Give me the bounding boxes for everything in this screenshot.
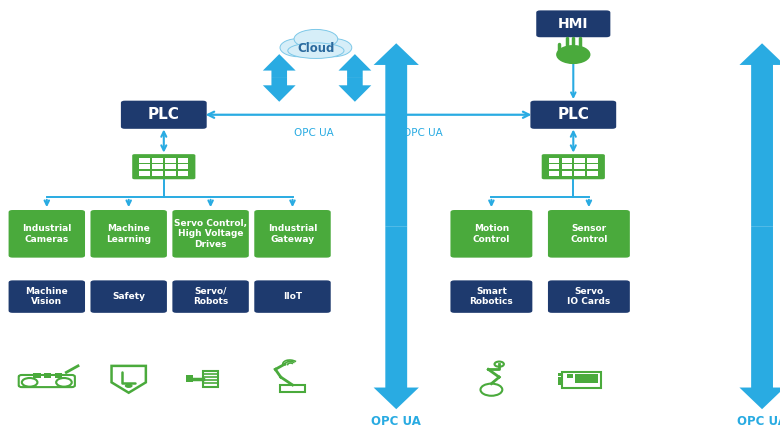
Bar — [178, 158, 189, 163]
Bar — [562, 372, 601, 388]
FancyBboxPatch shape — [90, 281, 167, 313]
Text: Machine
Learning: Machine Learning — [106, 224, 151, 244]
Text: OPC UA: OPC UA — [371, 415, 421, 428]
Circle shape — [556, 45, 590, 64]
Text: IIoT: IIoT — [283, 292, 302, 301]
Bar — [139, 171, 150, 176]
Bar — [139, 164, 150, 169]
Text: Safety: Safety — [112, 292, 145, 301]
FancyBboxPatch shape — [451, 210, 532, 258]
Text: Machine
Vision: Machine Vision — [26, 287, 68, 307]
Bar — [55, 373, 62, 378]
Bar — [152, 164, 163, 169]
Text: PLC: PLC — [558, 107, 589, 122]
Text: Motion
Control: Motion Control — [473, 224, 510, 244]
Bar — [574, 171, 585, 176]
FancyBboxPatch shape — [132, 154, 195, 179]
Text: Industrial
Cameras: Industrial Cameras — [22, 224, 72, 244]
Bar — [178, 164, 189, 169]
Bar — [558, 377, 562, 381]
Bar — [165, 158, 176, 163]
Bar — [165, 164, 176, 169]
FancyBboxPatch shape — [172, 210, 249, 258]
Bar — [558, 373, 562, 376]
FancyBboxPatch shape — [548, 210, 630, 258]
Bar — [574, 158, 585, 163]
Ellipse shape — [288, 43, 344, 58]
FancyArrow shape — [339, 78, 371, 102]
FancyArrow shape — [263, 54, 296, 78]
Bar — [549, 171, 559, 176]
Bar — [587, 164, 597, 169]
Bar — [186, 375, 193, 382]
Ellipse shape — [314, 39, 352, 57]
FancyBboxPatch shape — [530, 100, 616, 129]
Text: OPC UA: OPC UA — [294, 128, 334, 138]
Bar — [152, 171, 163, 176]
Bar — [549, 164, 559, 169]
Bar — [165, 171, 176, 176]
FancyArrow shape — [263, 78, 296, 102]
Text: Industrial
Gateway: Industrial Gateway — [268, 224, 317, 244]
FancyBboxPatch shape — [451, 281, 532, 313]
FancyBboxPatch shape — [90, 210, 167, 258]
Bar — [549, 158, 559, 163]
Bar — [152, 158, 163, 163]
Bar — [587, 158, 597, 163]
Bar — [562, 171, 573, 176]
FancyArrow shape — [739, 43, 780, 226]
Text: Servo
IO Cards: Servo IO Cards — [567, 287, 611, 307]
Text: Servo/
Robots: Servo/ Robots — [193, 287, 229, 307]
Bar — [203, 371, 218, 387]
Ellipse shape — [294, 29, 338, 48]
Bar — [44, 373, 51, 378]
FancyBboxPatch shape — [121, 100, 207, 129]
FancyBboxPatch shape — [541, 154, 605, 179]
Circle shape — [125, 384, 133, 388]
FancyArrow shape — [739, 226, 780, 409]
Text: Servo Control,
High Voltage
Drives: Servo Control, High Voltage Drives — [174, 219, 247, 249]
Bar — [574, 164, 585, 169]
FancyBboxPatch shape — [9, 281, 85, 313]
Bar — [33, 373, 41, 378]
FancyBboxPatch shape — [9, 210, 85, 258]
Text: HMI: HMI — [558, 17, 589, 31]
Bar — [562, 164, 573, 169]
FancyBboxPatch shape — [548, 281, 630, 313]
Bar — [178, 171, 189, 176]
Bar — [567, 374, 573, 378]
Text: PLC: PLC — [148, 107, 179, 122]
Bar — [575, 374, 598, 383]
FancyBboxPatch shape — [172, 281, 249, 313]
FancyBboxPatch shape — [254, 281, 331, 313]
FancyArrow shape — [339, 54, 371, 78]
Text: OPC UA: OPC UA — [403, 128, 443, 138]
Bar — [280, 385, 305, 392]
Text: Sensor
Control: Sensor Control — [570, 224, 608, 244]
Bar — [587, 171, 597, 176]
Ellipse shape — [280, 39, 317, 57]
Text: Cloud: Cloud — [297, 42, 335, 55]
FancyArrow shape — [374, 43, 419, 226]
Bar — [562, 158, 573, 163]
Bar — [558, 381, 562, 385]
FancyBboxPatch shape — [254, 210, 331, 258]
FancyBboxPatch shape — [537, 10, 610, 37]
FancyArrow shape — [374, 226, 419, 409]
Bar — [139, 158, 150, 163]
Text: OPC UA: OPC UA — [737, 415, 780, 428]
Text: Smart
Robotics: Smart Robotics — [470, 287, 513, 307]
